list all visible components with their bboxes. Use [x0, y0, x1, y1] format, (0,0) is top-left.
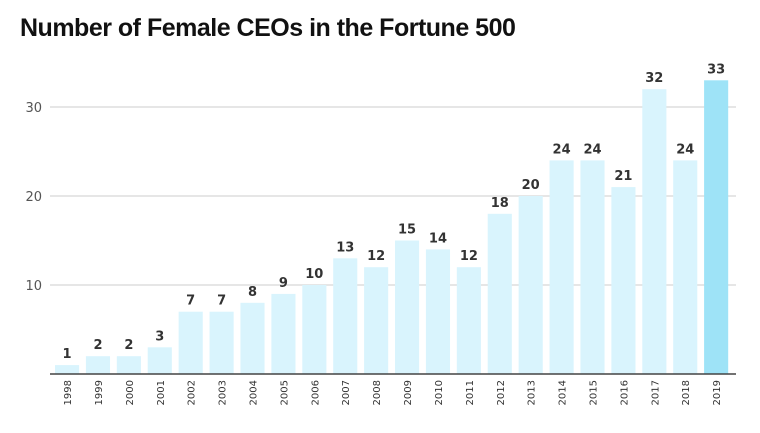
bar-2018 [673, 160, 698, 374]
x-tick-label: 1999 [94, 380, 105, 405]
x-tick-label: 2003 [218, 380, 229, 405]
bar-2014 [549, 160, 574, 374]
data-label: 13 [336, 240, 354, 255]
chart-title: Number of Female CEOs in the Fortune 500 [20, 14, 516, 42]
x-tick-label: 2002 [187, 380, 198, 405]
data-label: 9 [279, 276, 288, 291]
bar-2013 [518, 196, 543, 374]
data-label: 7 [217, 294, 226, 309]
x-tick-label: 2005 [279, 380, 290, 405]
x-tick-label: 2000 [125, 380, 136, 405]
data-label: 20 [522, 178, 540, 193]
data-label: 14 [429, 231, 447, 246]
x-tick-label: 2013 [527, 380, 538, 405]
data-label: 7 [186, 294, 195, 309]
bar-2001 [147, 347, 172, 374]
bar-1999 [85, 356, 111, 374]
y-tick-label: 30 [25, 101, 42, 116]
x-tick-label: 2017 [650, 380, 661, 405]
x-tick-label: 2007 [341, 380, 352, 405]
y-tick-label: 20 [25, 190, 42, 205]
data-label: 24 [583, 142, 601, 157]
x-tick-label: 2009 [403, 380, 414, 405]
bar-2003 [209, 311, 234, 374]
data-label: 18 [491, 196, 509, 211]
y-tick-label: 10 [25, 279, 42, 294]
x-tick-label: 2019 [712, 380, 723, 405]
bar-2010 [425, 249, 451, 374]
x-tick-label: 1998 [63, 380, 74, 405]
bar-2004 [240, 302, 265, 374]
data-label: 21 [614, 169, 632, 184]
data-label: 12 [460, 249, 478, 264]
bar-2012 [487, 213, 512, 374]
bar-2007 [333, 258, 358, 374]
bar-2005 [271, 293, 296, 374]
x-tick-label: 2010 [434, 380, 445, 405]
data-label: 8 [248, 285, 257, 300]
bar-2009 [395, 240, 420, 374]
data-label: 1 [63, 347, 72, 362]
x-tick-label: 2011 [465, 380, 476, 405]
x-tick-label: 2001 [156, 380, 167, 405]
data-label: 2 [93, 338, 102, 353]
bar-2006 [302, 285, 327, 374]
bar-2002 [178, 311, 203, 374]
data-label: 24 [553, 142, 571, 157]
bar-1998 [55, 365, 80, 374]
bar-2000 [116, 356, 141, 374]
x-tick-label: 2012 [496, 380, 507, 405]
bar-2011 [456, 267, 481, 374]
x-tick-label: 2004 [249, 380, 260, 405]
x-tick-label: 2014 [558, 380, 569, 405]
data-label: 32 [645, 71, 663, 86]
data-label: 10 [305, 267, 323, 282]
x-tick-label: 2018 [681, 380, 692, 405]
x-tick-label: 2008 [372, 380, 383, 405]
x-tick-label: 2015 [589, 380, 600, 405]
data-label: 2 [124, 338, 133, 353]
bar-2015 [580, 160, 605, 374]
bar-2008 [364, 267, 389, 374]
x-tick-label: 2006 [310, 380, 321, 405]
bar-2017 [642, 89, 667, 374]
bar-2019 [704, 80, 729, 375]
data-label: 3 [155, 329, 164, 344]
data-label: 12 [367, 249, 385, 264]
data-label: 24 [676, 142, 694, 157]
data-label: 33 [707, 62, 725, 77]
bar-2016 [611, 187, 636, 374]
x-tick-label: 2016 [619, 380, 630, 405]
data-label: 15 [398, 223, 416, 238]
